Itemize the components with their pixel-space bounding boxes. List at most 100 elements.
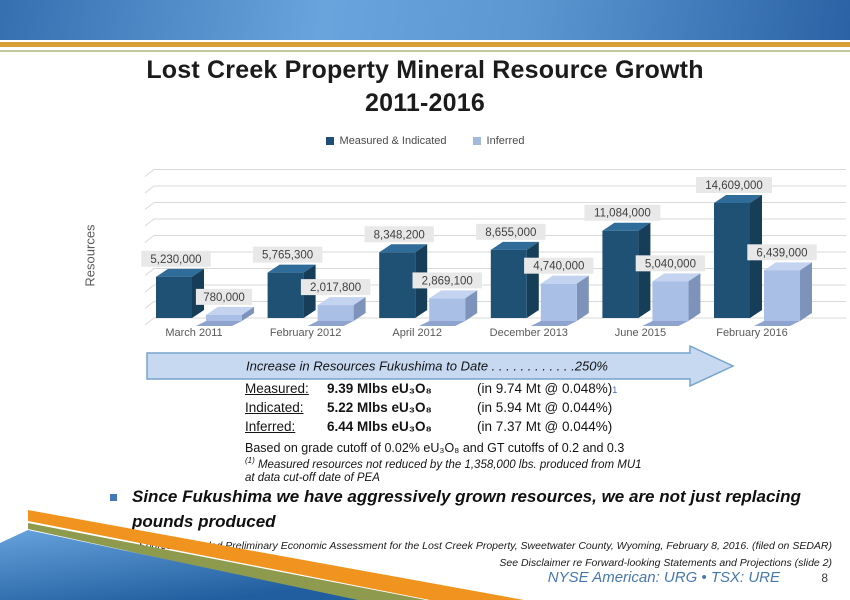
category-label: April 2012 — [392, 327, 442, 339]
gridline — [144, 185, 846, 194]
resource-summary: Measured: 9.39 Mlbs eU₃O₈ (in 9.74 Mt @ … — [245, 381, 617, 438]
bar-inferred — [206, 314, 242, 321]
resource-detail: (in 5.94 Mt @ 0.044%) — [477, 400, 613, 415]
bar-top-face — [652, 273, 701, 282]
value-label-box — [584, 204, 661, 221]
bar-top-face — [540, 275, 589, 284]
bullet-square-icon — [110, 494, 117, 501]
resource-row-inferred: Inferred: 6.44 Mlbs eU₃O₈ (in 7.37 Mt @ … — [245, 419, 617, 438]
bar-floor-face — [530, 321, 577, 326]
bar-floor-face — [307, 321, 354, 326]
banner-text: Increase in Resources Fukushima to Date … — [246, 359, 608, 374]
bar-inferred — [429, 298, 466, 321]
bar-top-face — [156, 268, 204, 277]
bar-value-label-measured-indicated: 5,765,300 — [262, 250, 313, 262]
value-label-box — [252, 246, 323, 263]
resource-row-indicated: Indicated: 5.22 Mlbs eU₃O₈ (in 5.94 Mt @… — [245, 400, 617, 419]
bar-top-face — [764, 262, 812, 271]
value-label-box — [195, 288, 253, 305]
category-label: February 2012 — [270, 327, 342, 339]
legend-label: Measured & Indicated — [339, 135, 447, 147]
bar-measured-indicated — [379, 252, 416, 318]
y-axis-label: Resources — [82, 224, 98, 287]
value-label-box — [412, 272, 482, 289]
resource-amount: 6.44 Mlbs eU₃O₈ — [327, 419, 432, 434]
bar-measured-indicated — [490, 249, 527, 318]
resource-label: Inferred: — [245, 419, 296, 434]
bar-measured-indicated — [602, 230, 639, 318]
bar-inferred — [540, 283, 577, 321]
value-label-box — [300, 279, 371, 296]
bar-value-label-inferred: 6,439,000 — [756, 247, 807, 259]
bullet-text: Since Fukushima we have aggressively gro… — [132, 487, 801, 531]
footnote-text: Measured resources not reduced by the 1,… — [245, 458, 642, 485]
bar-value-label-inferred: 5,040,000 — [645, 258, 696, 270]
bar-side-face — [526, 241, 539, 318]
bar-value-label-inferred: 4,740,000 — [533, 261, 584, 273]
bar-value-label-measured-indicated: 8,348,200 — [374, 229, 425, 241]
grade-cutoff-note: Based on grade cutoff of 0.02% eU₃O₈ and… — [245, 441, 625, 455]
footnote-marker: (1) — [245, 456, 255, 465]
category-label: February 2016 — [716, 327, 788, 339]
legend-item-inferred: Inferred — [472, 135, 524, 147]
chart-legend: Measured & Indicated Inferred — [0, 135, 850, 147]
legend-swatch-measured-indicated-icon — [325, 137, 334, 145]
bar-value-label-inferred: 2,017,800 — [310, 282, 361, 294]
value-label-box — [141, 250, 211, 267]
bar-top-face — [379, 244, 428, 253]
bar-side-face — [800, 262, 812, 321]
value-label-box — [747, 244, 817, 261]
category-label: June 2015 — [615, 327, 666, 339]
source-citation: Source: Amended Preliminary Economic Ass… — [139, 538, 832, 572]
bar-side-face — [688, 273, 701, 321]
bar-inferred — [764, 270, 800, 321]
resource-row-measured: Measured: 9.39 Mlbs eU₃O₈ (in 9.74 Mt @ … — [245, 381, 618, 396]
resource-label: Measured: — [245, 381, 309, 396]
bar-value-label-measured-indicated: 14,609,000 — [705, 180, 763, 192]
category-label: March 2011 — [165, 327, 222, 339]
bar-value-label-measured-indicated: 5,230,000 — [150, 254, 201, 266]
bar-floor-face — [196, 321, 242, 326]
bar-top-face — [206, 306, 254, 315]
bullet-point: Since Fukushima we have aggressively gro… — [110, 485, 810, 534]
right-arrow-icon — [146, 344, 735, 388]
gridline — [144, 317, 846, 326]
bar-side-face — [576, 275, 589, 321]
value-label-box — [364, 226, 434, 243]
bar-floor-face — [419, 321, 466, 326]
bar-top-face — [602, 222, 651, 231]
bar-top-face — [490, 241, 539, 250]
resource-amount: 5.22 Mlbs eU₃O₈ — [327, 400, 432, 415]
value-label-box — [476, 223, 546, 240]
legend-item-measured-indicated: Measured & Indicated — [325, 135, 447, 147]
bar-top-face — [714, 195, 762, 203]
stock-ticker: NYSE American: URG • TSX: URE — [547, 569, 780, 586]
value-label-box — [524, 257, 594, 274]
bar-inferred — [652, 281, 689, 321]
footnote: (1) Measured resources not reduced by th… — [245, 456, 653, 486]
bar-inferred — [317, 305, 354, 321]
bar-chart: 5,230,000 780,000 March 2011 5,765,300 2,017… — [141, 169, 846, 339]
bar-measured-indicated — [267, 272, 304, 318]
bar-value-label-measured-indicated: 11,084,000 — [594, 208, 651, 220]
bar-side-face — [353, 297, 366, 321]
legend-swatch-inferred-icon — [472, 137, 481, 145]
bar-measured-indicated — [156, 276, 192, 318]
gold-stripe — [0, 42, 850, 47]
resource-detail: (in 9.74 Mt @ 0.048%) — [477, 381, 613, 396]
bar-top-face — [317, 297, 366, 306]
bar-top-face — [429, 290, 478, 299]
category-label: December 2013 — [490, 327, 568, 339]
resource-amount: 9.39 Mlbs eU₃O₈ — [327, 381, 432, 396]
bar-floor-face — [754, 321, 800, 326]
source-line2: See Disclaimer re Forward-looking Statem… — [499, 556, 832, 569]
resource-label: Indicated: — [245, 400, 304, 415]
page-title: Lost Creek Property Mineral Resource Gro… — [0, 54, 850, 120]
source-line1: Source: Amended Preliminary Economic Ass… — [138, 540, 832, 552]
bar-value-label-inferred: 2,869,100 — [422, 275, 473, 287]
increase-arrow-banner: Increase in Resources Fukushima to Date … — [146, 344, 735, 388]
sage-stripe — [0, 50, 850, 52]
gridline — [144, 202, 846, 210]
page-title-line2: 2011-2016 — [365, 89, 485, 117]
